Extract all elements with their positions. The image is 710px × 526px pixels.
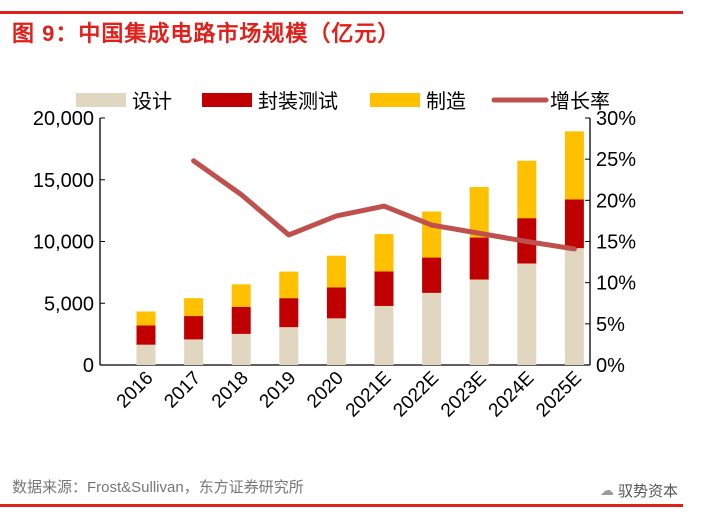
left-tick-label: 5,000 (44, 293, 94, 315)
x-tick-label: 2019 (256, 368, 301, 413)
right-tick-label: 30% (596, 108, 636, 130)
bar-制造 (517, 160, 537, 219)
x-tick-label: 2020 (303, 368, 348, 413)
chart-title: 图 9：中国集成电路市场规模（亿元） (12, 21, 401, 46)
bar-封装测试 (231, 306, 251, 334)
bar-设计 (564, 248, 584, 365)
x-tick-label: 2025E (532, 368, 586, 422)
legend-label: 设计 (132, 90, 172, 113)
legend-swatch (76, 93, 126, 107)
bar-制造 (374, 234, 394, 272)
left-tick-label: 20,000 (33, 108, 94, 130)
source-note: 数据来源：Frost&Sullivan，东方证券研究所 (12, 479, 304, 496)
bar-设计 (422, 292, 442, 365)
bar-制造 (231, 284, 251, 307)
bar-设计 (279, 327, 299, 365)
bar-制造 (279, 271, 299, 299)
bar-制造 (136, 311, 156, 326)
x-tick-label: 2016 (113, 368, 158, 413)
right-tick-label: 15% (596, 232, 636, 254)
legend-label: 封装测试 (258, 90, 338, 113)
x-tick-label: 2022E (389, 368, 443, 422)
bar-封装测试 (374, 271, 394, 306)
bar-封装测试 (279, 298, 299, 328)
legend-swatch (202, 93, 252, 107)
bar-设计 (136, 344, 156, 365)
bottom-rule (0, 504, 683, 507)
right-tick-label: 5% (596, 314, 625, 336)
watermark-text: 驭势资本 (618, 483, 679, 500)
bar-制造 (469, 187, 489, 238)
bar-设计 (231, 333, 251, 365)
line-增长率 (191, 158, 577, 252)
left-tick-label: 0 (83, 355, 94, 377)
bar-封装测试 (564, 199, 584, 249)
bar-设计 (469, 279, 489, 365)
bar-设计 (326, 318, 346, 365)
x-tick-label: 2021E (342, 368, 396, 422)
legend-label: 制造 (426, 90, 466, 113)
bar-封装测试 (326, 287, 346, 319)
x-tick-label: 2017 (160, 368, 205, 413)
bar-封装测试 (184, 316, 204, 340)
x-tick-label: 2023E (437, 368, 491, 422)
wechat-icon: ☁ (600, 482, 614, 498)
bar-设计 (374, 305, 394, 365)
bar-制造 (422, 211, 442, 258)
top-rule (0, 11, 683, 14)
watermark: ☁ 驭势资本 (600, 480, 678, 501)
bar-制造 (184, 298, 204, 317)
left-tick-label: 15,000 (33, 170, 94, 192)
right-tick-label: 25% (596, 149, 636, 171)
bar-封装测试 (469, 237, 489, 280)
bar-封装测试 (136, 325, 156, 345)
x-tick-label: 2024E (485, 368, 539, 422)
bar-设计 (517, 263, 537, 365)
bar-设计 (184, 339, 204, 365)
legend-swatch (370, 93, 420, 107)
bar-制造 (326, 255, 346, 288)
legend-label: 增长率 (550, 90, 610, 113)
left-tick-label: 10,000 (33, 232, 94, 254)
right-tick-label: 0% (596, 355, 625, 377)
bar-制造 (564, 131, 584, 200)
right-tick-label: 10% (596, 273, 636, 295)
right-tick-label: 20% (596, 190, 636, 212)
x-tick-label: 2018 (208, 368, 253, 413)
bar-封装测试 (422, 257, 442, 293)
